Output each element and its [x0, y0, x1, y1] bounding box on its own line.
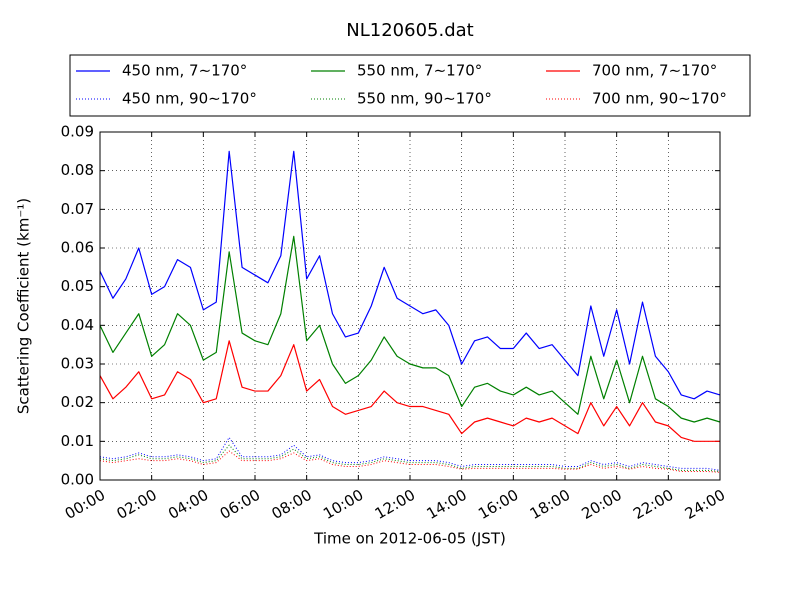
- data-line: [99, 444, 721, 472]
- x-tick-label: 16:00: [475, 486, 521, 523]
- data-line: [99, 235, 721, 423]
- y-tick-label: 0.02: [61, 393, 94, 411]
- data-line: [99, 150, 721, 400]
- x-tick-label: 06:00: [217, 486, 263, 523]
- y-tick-label: 0.08: [61, 161, 94, 179]
- x-tick-label: 24:00: [682, 486, 728, 523]
- legend-label: 450 nm, 90∼170°: [122, 90, 257, 108]
- data-line: [99, 450, 721, 473]
- plot-frame: [99, 131, 721, 481]
- y-tick-label: 0.01: [61, 432, 94, 450]
- x-axis-label: Time on 2012-06-05 (JST): [313, 530, 506, 548]
- y-tick-label: 0.03: [61, 355, 94, 373]
- x-tick-label: 00:00: [62, 486, 108, 523]
- y-tick-label: 0.06: [61, 239, 94, 257]
- legend-box: [69, 54, 751, 117]
- y-tick-label: 0.04: [61, 316, 94, 334]
- data-line: [99, 340, 720, 442]
- x-tick-label: 08:00: [268, 486, 314, 523]
- x-tick-label: 12:00: [372, 486, 418, 523]
- y-tick-label: 0.07: [61, 200, 94, 218]
- legend-label: 700 nm, 90∼170°: [592, 90, 727, 108]
- x-tick-label: 22:00: [630, 486, 676, 523]
- x-tick-label: 18:00: [527, 486, 573, 523]
- legend-label: 550 nm, 7∼170°: [357, 62, 482, 80]
- x-tick-label: 14:00: [423, 486, 469, 523]
- x-tick-label: 04:00: [165, 486, 211, 523]
- legend-label: 700 nm, 7∼170°: [592, 62, 717, 80]
- y-axis-label: Scattering Coefficient (km⁻¹): [15, 198, 33, 414]
- chart-title: NL120605.dat: [346, 20, 473, 41]
- x-tick-label: 10:00: [320, 486, 366, 523]
- y-tick-label: 0.09: [61, 123, 94, 141]
- legend-label: 450 nm, 7∼170°: [122, 62, 247, 80]
- y-tick-label: 0.00: [61, 471, 94, 489]
- x-tick-label: 02:00: [113, 486, 159, 523]
- y-tick-label: 0.05: [61, 277, 94, 295]
- legend-label: 550 nm, 90∼170°: [357, 90, 492, 108]
- x-tick-label: 20:00: [578, 486, 624, 523]
- data-line: [99, 436, 721, 471]
